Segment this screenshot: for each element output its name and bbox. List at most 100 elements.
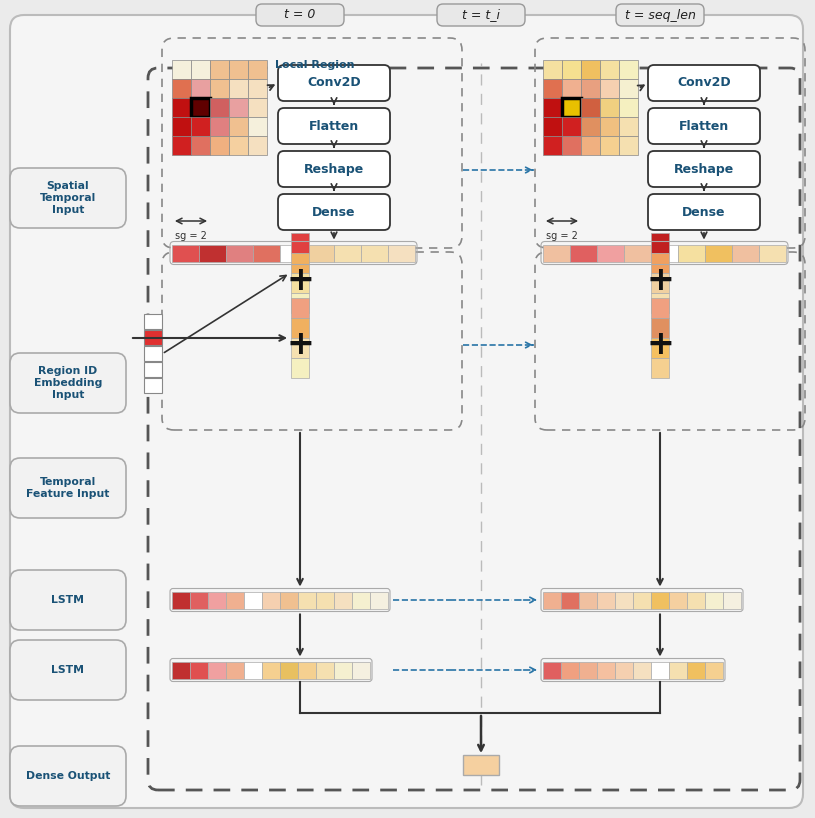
- Text: LSTM: LSTM: [51, 665, 85, 675]
- Bar: [562, 60, 581, 79]
- Bar: [172, 662, 190, 678]
- Bar: [600, 98, 619, 117]
- Text: Local Region: Local Region: [275, 60, 355, 70]
- Bar: [248, 136, 267, 155]
- Text: t = seq_len: t = seq_len: [624, 8, 695, 21]
- Bar: [543, 662, 561, 678]
- Bar: [651, 298, 669, 318]
- Bar: [191, 117, 210, 136]
- Bar: [172, 117, 191, 136]
- Bar: [190, 662, 208, 678]
- Bar: [229, 117, 248, 136]
- Bar: [705, 245, 732, 262]
- Bar: [543, 117, 562, 136]
- FancyBboxPatch shape: [648, 65, 760, 101]
- Bar: [244, 662, 262, 678]
- Bar: [144, 346, 162, 361]
- Bar: [172, 79, 191, 98]
- Bar: [597, 662, 615, 678]
- Bar: [253, 245, 280, 262]
- Bar: [543, 98, 562, 117]
- Text: sg = 2: sg = 2: [175, 231, 207, 241]
- Bar: [291, 273, 309, 293]
- Bar: [651, 233, 669, 253]
- Text: Reshape: Reshape: [304, 163, 364, 176]
- Bar: [144, 314, 162, 329]
- Bar: [307, 245, 334, 262]
- Bar: [248, 98, 267, 117]
- Bar: [633, 591, 651, 609]
- Bar: [732, 245, 759, 262]
- FancyBboxPatch shape: [648, 108, 760, 144]
- FancyBboxPatch shape: [278, 151, 390, 187]
- Bar: [619, 98, 638, 117]
- Bar: [543, 591, 561, 609]
- Bar: [208, 591, 226, 609]
- Bar: [334, 591, 352, 609]
- FancyBboxPatch shape: [10, 640, 126, 700]
- Bar: [651, 293, 669, 313]
- Text: Reshape: Reshape: [674, 163, 734, 176]
- Bar: [210, 98, 229, 117]
- Bar: [579, 662, 597, 678]
- FancyBboxPatch shape: [437, 4, 525, 26]
- Text: sg = 2: sg = 2: [546, 231, 578, 241]
- Bar: [210, 60, 229, 79]
- Bar: [244, 591, 262, 609]
- Bar: [298, 591, 316, 609]
- Bar: [199, 245, 226, 262]
- FancyBboxPatch shape: [648, 194, 760, 230]
- Bar: [298, 662, 316, 678]
- Bar: [262, 591, 280, 609]
- Bar: [291, 233, 309, 253]
- Bar: [370, 591, 388, 609]
- Bar: [226, 662, 244, 678]
- Bar: [172, 98, 191, 117]
- Bar: [561, 662, 579, 678]
- Bar: [291, 338, 309, 358]
- Bar: [600, 60, 619, 79]
- Bar: [388, 245, 415, 262]
- Bar: [291, 298, 309, 318]
- Bar: [669, 662, 687, 678]
- Bar: [562, 136, 581, 155]
- Text: Flatten: Flatten: [679, 119, 729, 133]
- Bar: [280, 591, 298, 609]
- Bar: [248, 79, 267, 98]
- Bar: [291, 293, 309, 313]
- Bar: [543, 60, 562, 79]
- Bar: [600, 79, 619, 98]
- Bar: [210, 136, 229, 155]
- Text: +: +: [286, 263, 314, 296]
- Bar: [248, 117, 267, 136]
- FancyBboxPatch shape: [10, 746, 126, 806]
- FancyBboxPatch shape: [648, 151, 760, 187]
- Bar: [570, 245, 597, 262]
- Bar: [651, 253, 669, 273]
- Bar: [172, 136, 191, 155]
- Bar: [619, 79, 638, 98]
- FancyBboxPatch shape: [616, 4, 704, 26]
- Bar: [651, 245, 678, 262]
- Bar: [208, 662, 226, 678]
- Text: Region ID
Embedding
Input: Region ID Embedding Input: [33, 366, 102, 400]
- Bar: [651, 273, 669, 293]
- Bar: [543, 79, 562, 98]
- FancyBboxPatch shape: [278, 65, 390, 101]
- Bar: [581, 136, 600, 155]
- Bar: [191, 60, 210, 79]
- Bar: [543, 136, 562, 155]
- Bar: [600, 117, 619, 136]
- Bar: [280, 662, 298, 678]
- Bar: [226, 591, 244, 609]
- Bar: [262, 662, 280, 678]
- FancyBboxPatch shape: [10, 570, 126, 630]
- Bar: [579, 591, 597, 609]
- FancyBboxPatch shape: [10, 353, 126, 413]
- Bar: [361, 245, 388, 262]
- Bar: [144, 330, 162, 345]
- Bar: [191, 98, 210, 117]
- Bar: [334, 245, 361, 262]
- Bar: [229, 136, 248, 155]
- Bar: [687, 591, 705, 609]
